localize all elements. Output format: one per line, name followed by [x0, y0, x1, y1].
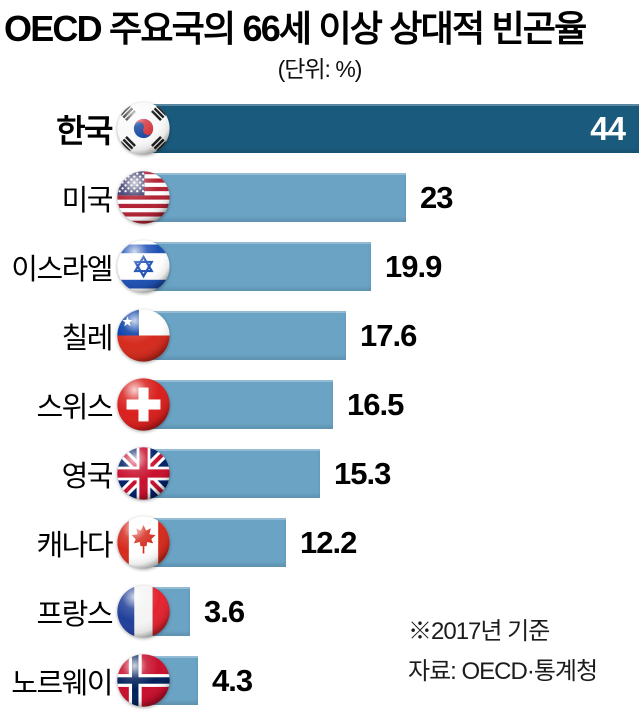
bar-track: 3.6: [112, 577, 639, 646]
flag-badge: [116, 239, 171, 294]
value-label: 4.3: [212, 662, 253, 698]
value-label: 19.9: [385, 248, 442, 284]
flag-badge: [116, 653, 171, 708]
flag-ch-icon: [117, 378, 170, 431]
bar-row: 이스라엘 19.9: [0, 232, 639, 301]
value-label: 15.3: [334, 455, 391, 491]
bar-track: 19.9: [112, 232, 639, 301]
flag-no-icon: [117, 654, 170, 707]
bar-track: 23: [112, 163, 639, 232]
bar: [150, 104, 639, 153]
value-label: 12.2: [300, 524, 357, 560]
flag-badge: [116, 308, 171, 363]
flag-cl-icon: [117, 309, 170, 362]
bar: [150, 449, 320, 498]
country-label: 영국: [61, 460, 114, 493]
bar: [150, 380, 333, 429]
flag-fr-icon: [117, 585, 170, 638]
bar-row: 영국 15.3: [0, 439, 639, 508]
value-label: 17.6: [360, 317, 417, 353]
bar-track: 17.6: [112, 301, 639, 370]
bar-track: 16.5: [112, 370, 639, 439]
source-note: 자료: OECD·통계청: [408, 658, 598, 685]
bar-track: 15.3: [112, 439, 639, 508]
bar-row: 스위스 16.5: [0, 370, 639, 439]
bar: [150, 311, 346, 360]
country-label: 스위스: [36, 391, 113, 424]
flag-badge: [116, 515, 171, 570]
flag-kr-icon: [117, 102, 170, 155]
footnotes: ※2017년 기준 자료: OECD·통계청: [408, 612, 598, 692]
value-label: 3.6: [204, 593, 245, 629]
country-label: 프랑스: [36, 598, 113, 631]
basis-note: ※2017년 기준: [408, 618, 550, 645]
bar-row: 칠레 17.6: [0, 301, 639, 370]
country-label: 이스라엘: [11, 253, 113, 286]
flag-ca-icon: [117, 516, 170, 569]
flag-badge: [116, 377, 171, 432]
flag-gb-icon: [117, 447, 170, 500]
bar-row: 노르웨이 4.3: [0, 646, 639, 715]
country-label: 한국: [56, 112, 113, 149]
flag-badge: [116, 170, 171, 225]
country-label: 노르웨이: [11, 667, 113, 700]
bar-row: 캐나다 12.2: [0, 508, 639, 577]
flag-il-icon: [117, 240, 170, 293]
value-label: 44: [590, 109, 626, 147]
value-label: 23: [420, 179, 453, 215]
value-label: 16.5: [347, 386, 404, 422]
bar-row: 한국 44: [0, 94, 639, 163]
bar-row: 미국 23: [0, 163, 639, 232]
flag-us-icon: [117, 171, 170, 224]
country-label: 칠레: [61, 322, 114, 355]
country-label: 미국: [61, 184, 114, 217]
flag-badge: [116, 584, 171, 639]
bar-track: 44: [112, 94, 639, 163]
bar-chart: 한국 44 미국 23 이스라엘 19.9 칠레 17.6 스위스 16.5 영국 15.3 캐나다 12…: [0, 94, 639, 715]
bar: [150, 242, 371, 291]
country-label: 캐나다: [36, 529, 113, 562]
bar: [150, 518, 286, 567]
bar-row: 프랑스 3.6: [0, 577, 639, 646]
bar-track: 4.3: [112, 646, 639, 715]
page-title: OECD 주요국의 66세 이상 상대적 빈곤율: [4, 8, 587, 49]
bar: [150, 173, 406, 222]
bar-track: 12.2: [112, 508, 639, 577]
unit-label: (단위: %): [277, 56, 363, 82]
flag-badge: [116, 101, 171, 156]
flag-badge: [116, 446, 171, 501]
